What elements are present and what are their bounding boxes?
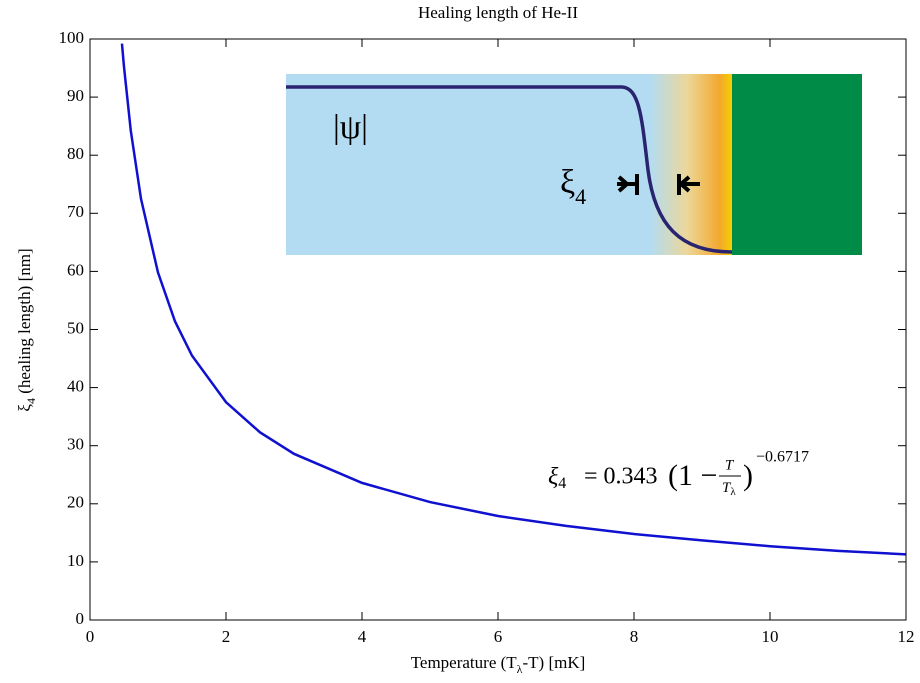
x-label-part: Temperature (T (411, 653, 518, 672)
inset-label-sub: 4 (575, 184, 586, 209)
y-tick-label: 10 (67, 551, 84, 570)
equation: ξ4 = 0.343 (1 − T Tλ ) −0.6717 (548, 449, 809, 498)
inset-arrow (617, 174, 639, 195)
inset-wavefunction (286, 85, 733, 254)
chart-title: Healing length of He-II (418, 3, 578, 22)
eq-part: T (725, 457, 735, 473)
eq-part: T (722, 480, 732, 496)
eq-part: ) (743, 459, 753, 492)
y-axis-label: ξ4 (healing length) [nm] (15, 248, 38, 411)
equation-lhs: ξ4 (548, 464, 566, 492)
x-tick-label: 4 (358, 627, 367, 646)
x-tick-label: 12 (898, 627, 915, 646)
eq-part: = 0.343 (584, 464, 658, 490)
eq-part: ξ (548, 464, 559, 490)
x-tick-label: 2 (222, 627, 231, 646)
y-tick-label: 50 (67, 318, 84, 337)
x-tick-label: 8 (630, 627, 639, 646)
inset-label: ξ4 (560, 164, 586, 209)
eq-part: −0.6717 (756, 449, 809, 466)
y-tick-label: 90 (67, 86, 84, 105)
x-tick-label: 0 (86, 627, 95, 646)
y-label-part: ξ (15, 404, 34, 412)
inset-diagram: |ψ| ξ4 (286, 74, 862, 255)
eq-part: Tλ (722, 480, 736, 497)
eq-part: 4 (558, 475, 566, 492)
x-label-part: λ (517, 662, 523, 676)
y-tick-label: 0 (76, 609, 85, 628)
y-tick-label: 60 (67, 260, 84, 279)
eq-part: λ (730, 486, 736, 498)
y-label-part: (healing length) [nm] (15, 248, 34, 398)
data-line (120, 43, 906, 556)
x-tick-label: 6 (494, 627, 503, 646)
inset-label: |ψ| (333, 109, 368, 146)
inset-fluid (286, 74, 652, 255)
x-label-part: -T) [mK] (523, 653, 586, 672)
y-tick-label: 70 (67, 202, 84, 221)
y-tick-label: 80 (67, 144, 84, 163)
inset-boundary (650, 74, 732, 255)
y-label-part: 4 (24, 398, 38, 404)
y-tick-label: 40 (67, 377, 84, 396)
y-tick-label: 100 (59, 28, 85, 47)
x-tick-label: 10 (762, 627, 779, 646)
y-tick-label: 20 (67, 493, 84, 512)
x-axis-label: Temperature (Tλ-T) [mK] (411, 653, 586, 676)
eq-part: (1 − (668, 459, 717, 492)
inset-wall (732, 74, 862, 255)
y-tick-label: 30 (67, 435, 84, 454)
inset-label-text: ξ (560, 164, 575, 201)
inset-arrow (677, 174, 700, 195)
